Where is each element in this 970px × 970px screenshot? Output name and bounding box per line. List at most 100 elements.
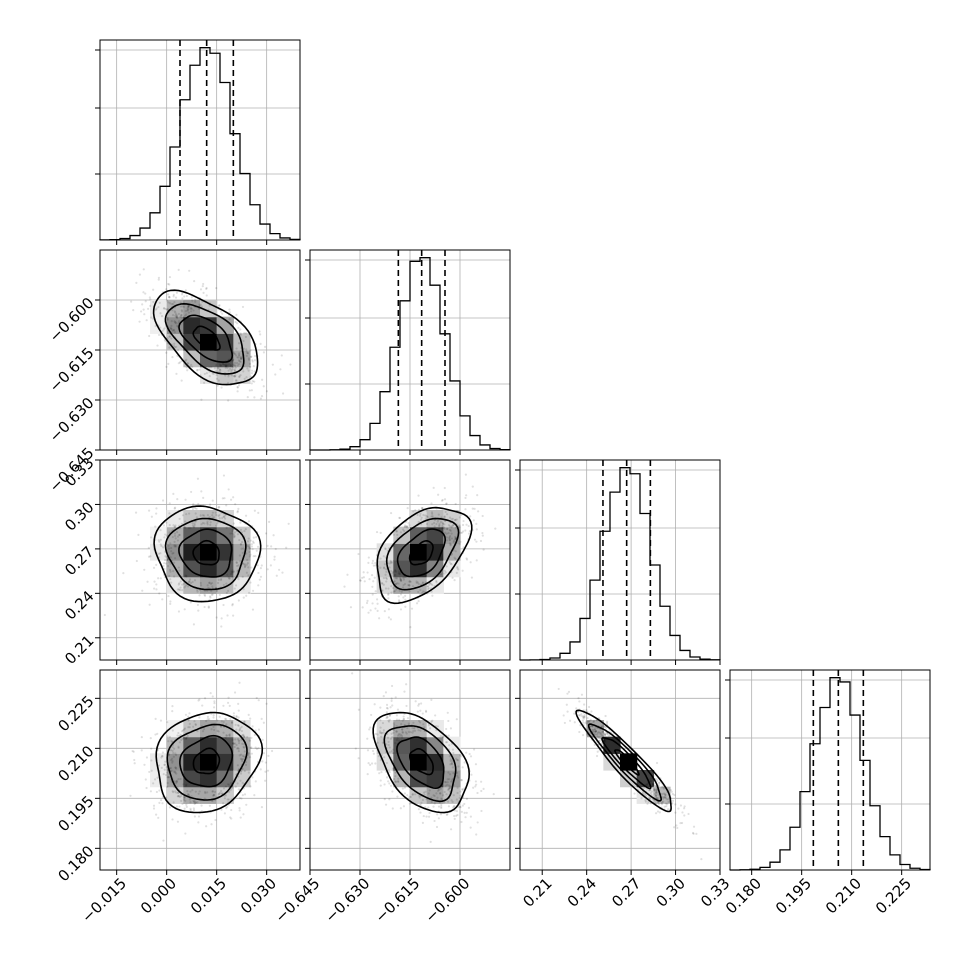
scatter-point (192, 309, 195, 312)
scatter-point (394, 582, 397, 586)
scatter-point (454, 557, 457, 561)
scatter-point (230, 369, 233, 372)
scatter-point (427, 792, 430, 795)
scatter-point (573, 721, 576, 724)
scatter-point (388, 714, 392, 717)
contour-line-0 (614, 749, 640, 776)
scatter-point (258, 330, 261, 333)
scatter-point (192, 525, 195, 529)
scatter-point (450, 761, 453, 765)
density-cell (636, 786, 654, 804)
scatter-point (223, 363, 227, 366)
scatter-point (174, 311, 177, 314)
scatter-point (186, 308, 189, 311)
scatter-point (180, 309, 183, 312)
scatter-point (197, 609, 200, 612)
scatter-point (649, 788, 652, 792)
scatter-point (234, 785, 237, 788)
scatter-point (233, 369, 237, 372)
scatter-point (480, 809, 483, 813)
scatter-point (149, 555, 152, 558)
scatter-point (199, 303, 202, 306)
scatter-point (190, 363, 193, 366)
density-cell (183, 753, 201, 771)
scatter-point (398, 589, 401, 592)
scatter-point (231, 604, 234, 607)
scatter-point (259, 342, 262, 345)
scatter-point (596, 731, 599, 735)
scatter-point (248, 555, 251, 558)
scatter-point (249, 717, 252, 720)
scatter-point (156, 344, 159, 347)
scatter-point (399, 579, 402, 582)
scatter-point (640, 797, 643, 800)
scatter-point (163, 768, 166, 771)
scatter-point (221, 516, 224, 520)
scatter-point (585, 721, 588, 724)
scatter-point (578, 730, 581, 734)
scatter-point (387, 740, 390, 744)
density-cell (200, 770, 218, 788)
scatter-point (386, 715, 389, 718)
scatter-point (235, 361, 239, 365)
scatter-point (193, 815, 196, 818)
scatter-point (226, 614, 229, 617)
scatter-point (253, 380, 256, 383)
scatter-point (176, 539, 180, 542)
scatter-point (580, 713, 583, 716)
scatter-point (391, 571, 395, 574)
scatter-point (469, 515, 472, 518)
scatter-point (171, 313, 175, 317)
scatter-point (196, 603, 200, 607)
scatter-point (431, 719, 434, 722)
scatter-point (199, 288, 203, 291)
scatter-point (379, 719, 382, 722)
scatter-point (417, 508, 421, 511)
scatter-point (455, 757, 458, 760)
scatter-point (676, 826, 679, 830)
scatter-point (174, 766, 177, 769)
scatter-point (475, 522, 478, 526)
scatter-point (152, 804, 156, 807)
scatter-point (175, 780, 178, 783)
scatter-point (586, 720, 589, 723)
scatter-point (388, 562, 392, 565)
scatter-point (224, 364, 227, 367)
scatter-point (450, 525, 453, 528)
scatter-point (189, 807, 192, 810)
scatter-point (677, 807, 680, 810)
scatter-point (225, 365, 228, 368)
scatter-point (243, 564, 246, 567)
scatter-point (224, 785, 228, 788)
scatter-point (215, 369, 218, 372)
scatter-point (198, 790, 201, 793)
scatter-point (237, 507, 240, 510)
scatter-point (219, 578, 223, 582)
scatter-point (241, 551, 244, 555)
scatter-point (150, 536, 153, 539)
scatter-point (155, 583, 158, 586)
scatter-point (455, 718, 458, 721)
scatter-point (176, 324, 179, 328)
scatter-point (357, 552, 360, 556)
density-cell (166, 510, 184, 528)
scatter-point (418, 796, 421, 799)
scatter-point (168, 531, 171, 534)
scatter-point (175, 781, 178, 784)
scatter-point (206, 522, 209, 525)
scatter-point (185, 737, 188, 740)
scatter-point (655, 791, 658, 794)
scatter-point (188, 580, 191, 583)
scatter-point (460, 779, 463, 782)
scatter-point (176, 535, 180, 538)
scatter-point (660, 786, 663, 789)
scatter-point (239, 357, 243, 361)
scatter-point (173, 540, 176, 543)
scatter-point (250, 543, 254, 546)
scatter-point (248, 739, 252, 742)
scatter-point (357, 757, 360, 760)
scatter-point (142, 308, 145, 311)
scatter-point (447, 734, 450, 737)
scatter-point (420, 516, 423, 519)
scatter-point (166, 776, 169, 779)
